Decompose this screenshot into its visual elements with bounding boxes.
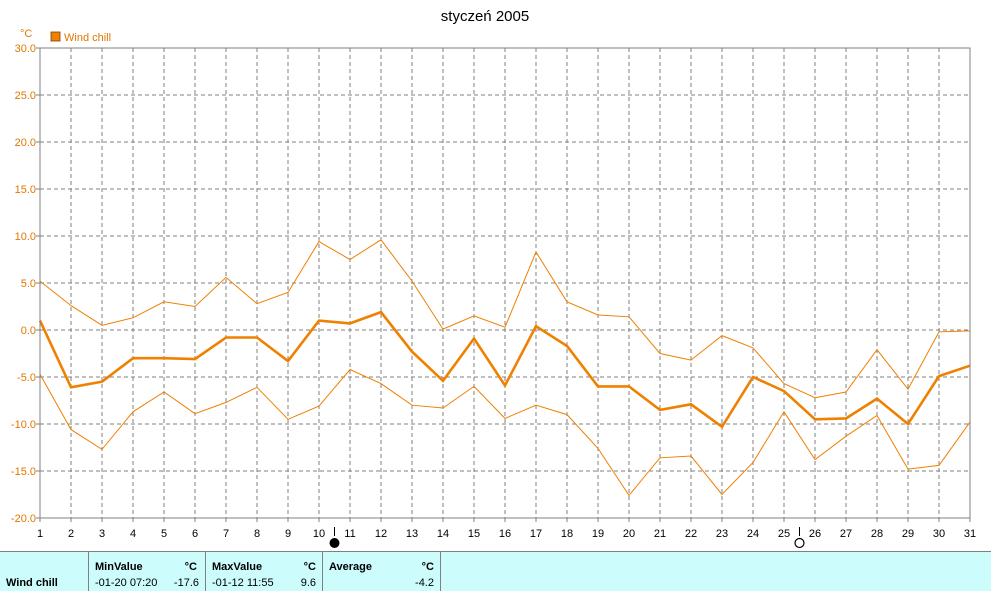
legend-label: Wind chill (64, 32, 111, 44)
x-tick-label: 8 (254, 528, 260, 540)
y-tick-label: 20.0 (15, 137, 36, 149)
x-tick-label: 2 (68, 528, 74, 540)
x-tick-label: 24 (747, 528, 759, 540)
x-tick-label: 31 (964, 528, 976, 540)
y-tick-label: 10.0 (15, 231, 36, 243)
x-tick-label: 30 (933, 528, 945, 540)
x-tick-label: 21 (654, 528, 666, 540)
x-tick-label: 1 (37, 528, 43, 540)
x-tick-label: 27 (840, 528, 852, 540)
x-tick-label: 15 (468, 528, 480, 540)
x-tick-label: 22 (685, 528, 697, 540)
series-line-max (39, 239, 971, 399)
full-moon-icon (329, 538, 340, 548)
moon-markers (329, 527, 805, 549)
max-unit: °C (303, 561, 316, 573)
y-tick-label: 25.0 (15, 90, 36, 102)
min-unit: °C (184, 561, 197, 573)
y-tick-label: 5.0 (21, 278, 36, 290)
legend-swatch (50, 31, 61, 42)
x-tick-label: 5 (161, 528, 167, 540)
max-value-cell: MaxValue °C -01-12 11:55 9.6 (206, 552, 323, 591)
y-axis-unit: °C (20, 28, 32, 40)
avg-header: Average (329, 561, 373, 573)
stats-table: Wind chill MinValue °C -01-20 07:20 -17.… (0, 551, 991, 591)
x-tick-label: 11 (344, 528, 355, 540)
min-date: -01-20 07:20 (95, 577, 158, 589)
stats-label-cell: Wind chill (0, 552, 89, 591)
x-tick-label: 26 (809, 528, 821, 540)
x-tick-label: 28 (871, 528, 883, 540)
y-tick-label: -10.0 (11, 419, 36, 431)
grid (39, 47, 971, 519)
x-axis-ticks: 1 2 3 4 5 6 7 8 9 10 11 12 13 14 15 16 17 18 19 20 21 22 23 24 2… (37, 518, 976, 540)
y-tick-label: 30.0 (15, 43, 36, 55)
y-tick-label: -20.0 (11, 513, 36, 525)
new-moon-icon (794, 537, 805, 549)
wind-chill-chart: styczeń 2005 °C Wind chill 30.025.020.01… (11, 8, 976, 549)
y-tick-label: 0.0 (21, 325, 36, 337)
x-tick-label: 6 (192, 528, 198, 540)
x-tick-label: 4 (130, 528, 136, 540)
series-line-min (39, 368, 971, 497)
average-cell: Average °C -4.2 (323, 552, 441, 591)
x-tick-label: 12 (375, 528, 387, 540)
x-tick-label: 18 (561, 528, 573, 540)
stats-row-label: Wind chill (6, 577, 58, 589)
max-header: MaxValue (212, 561, 263, 573)
max-date: -01-12 11:55 (212, 577, 274, 589)
y-tick-label: 15.0 (15, 184, 36, 196)
x-tick-label: 7 (223, 528, 229, 540)
x-tick-label: 3 (99, 528, 105, 540)
x-tick-label: 29 (902, 528, 914, 540)
x-tick-label: 16 (499, 528, 511, 540)
avg-value: -4.2 (415, 577, 434, 589)
x-tick-label: 17 (530, 528, 542, 540)
x-tick-label: 9 (285, 528, 291, 540)
chart-title: styczeń 2005 (441, 8, 529, 25)
plot-frame (39, 47, 971, 519)
y-axis-ticks: 30.0 25.0 20.0 15.0 10.0 5.0 0.0 -5.0 -10.0 -15.0… (11, 43, 40, 525)
x-tick-label: 14 (437, 528, 449, 540)
series-lines (38, 239, 971, 497)
min-header: MinValue (95, 561, 143, 573)
x-tick-label: 19 (592, 528, 604, 540)
x-tick-label: 13 (406, 528, 418, 540)
x-tick-label: 23 (716, 528, 728, 540)
x-tick-label: 10 (313, 528, 325, 540)
x-tick-label: 25 (778, 528, 790, 540)
x-tick-label: 20 (623, 528, 635, 540)
series-line-avg (38, 310, 971, 429)
max-value: 9.6 (300, 577, 316, 589)
y-tick-label: -5.0 (17, 372, 36, 384)
min-value: -17.6 (173, 577, 199, 589)
y-tick-label: -15.0 (11, 466, 36, 478)
min-value-cell: MinValue °C -01-20 07:20 -17.6 (89, 552, 206, 591)
avg-unit: °C (421, 561, 434, 573)
